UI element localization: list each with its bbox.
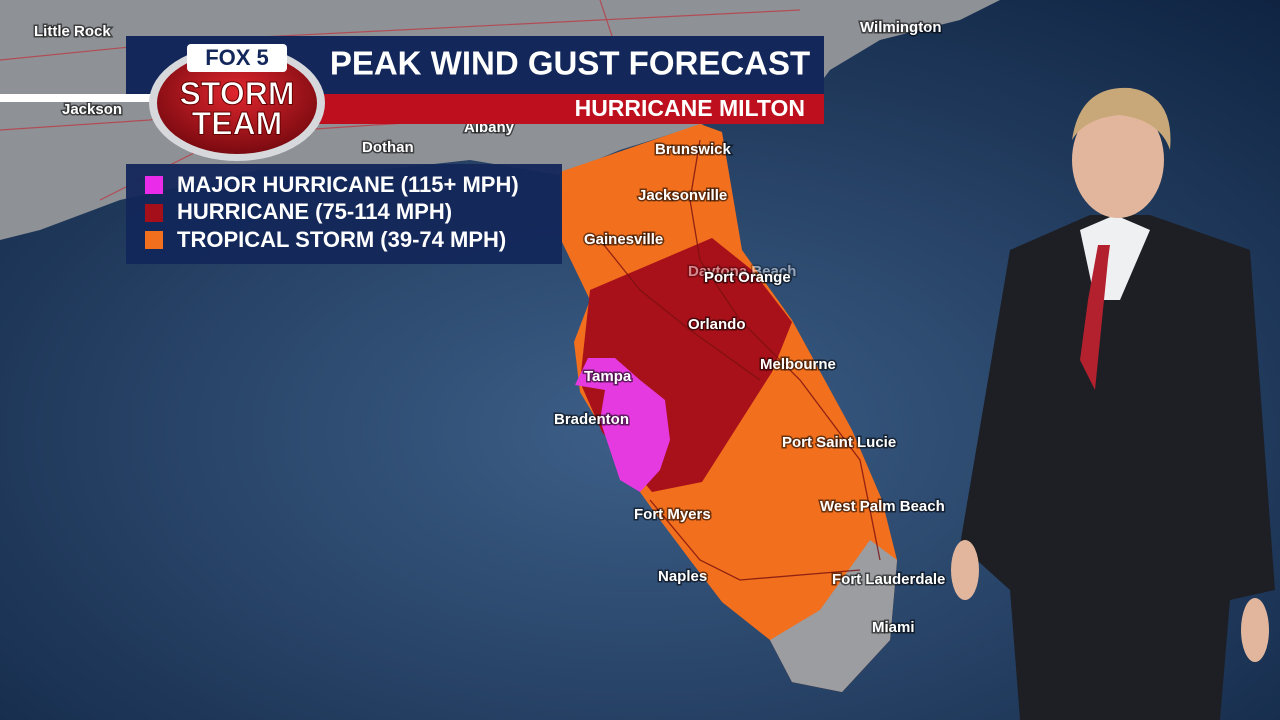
city: Gainesville — [584, 231, 663, 248]
legend-label: TROPICAL STORM (39-74 MPH) — [177, 227, 506, 252]
city-labels: Little Rock Jackson Albany Dothan Brunsw… — [33, 18, 947, 638]
city: West Palm Beach — [820, 498, 945, 515]
city: Fort Lauderdale — [832, 571, 945, 588]
legend-swatch — [145, 204, 163, 222]
presenter — [951, 87, 1275, 720]
legend-box — [126, 164, 562, 264]
fl-roads — [599, 139, 881, 581]
city: Daytona Beach — [688, 263, 796, 280]
logo-line1: STORM — [180, 75, 295, 111]
city: Miami — [872, 619, 915, 636]
city: Jacksonville — [638, 187, 727, 204]
city: Tampa — [584, 368, 632, 385]
city: Bradenton — [554, 411, 629, 428]
city: Jackson — [62, 101, 122, 118]
city: Port Saint Lucie — [782, 434, 896, 451]
city: Dothan — [362, 139, 414, 156]
major-hurricane-zone — [575, 358, 670, 492]
city: Wilmington — [860, 19, 942, 36]
logo: FOX 5 STORM TEAM — [149, 44, 325, 161]
legend: MAJOR HURRICANE (115+ MPH) HURRICANE (75… — [126, 164, 562, 264]
city: Melbourne — [760, 356, 836, 373]
legend-label: HURRICANE (75-114 MPH) — [177, 199, 452, 224]
subtitle-bar — [300, 94, 824, 124]
title: PEAK WIND GUST FORECAST — [330, 45, 810, 82]
land-south — [770, 540, 897, 692]
city: Little Rock — [34, 23, 111, 40]
legend-swatch — [145, 231, 163, 249]
legend-label: MAJOR HURRICANE (115+ MPH) — [177, 172, 519, 197]
city: Brunswick — [655, 141, 732, 158]
city: Orlando — [688, 316, 746, 333]
legend-swatch — [145, 176, 163, 194]
city: Fort Myers — [634, 506, 711, 523]
city: Port Orange — [704, 269, 791, 286]
logo-line2: TEAM — [192, 105, 283, 141]
subtitle: HURRICANE MILTON — [575, 95, 805, 121]
logo-brand: FOX 5 — [205, 45, 269, 70]
header-rule — [0, 94, 160, 102]
city: Naples — [658, 568, 707, 585]
